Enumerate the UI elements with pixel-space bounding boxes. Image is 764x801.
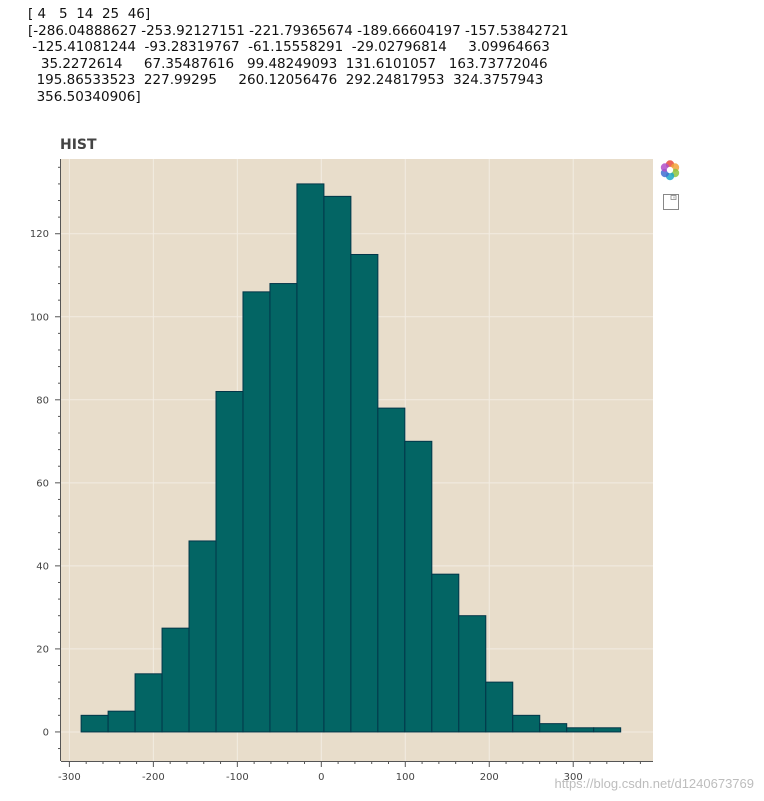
- console-line: [-286.04888627 -253.92127151 -221.793656…: [28, 22, 569, 39]
- y-tick-label: 100: [30, 312, 49, 323]
- y-axis: 0 20 40 60 80 100 120: [30, 159, 61, 761]
- console-line: 195.86533523 227.99295 260.12056476 292.…: [28, 72, 544, 89]
- histogram-bars: [80, 183, 622, 733]
- histogram-bar: [188, 540, 217, 733]
- histogram-bar: [431, 573, 460, 733]
- histogram-bar: [107, 710, 136, 733]
- histogram-bar: [80, 714, 109, 733]
- histogram-bar: [539, 723, 568, 733]
- y-tick-label: 40: [36, 561, 49, 572]
- histogram-bar: [377, 407, 406, 733]
- histogram-bar: [485, 681, 514, 733]
- watermark: https://blog.csdn.net/d1240673769: [554, 776, 755, 791]
- console-line: 35.2272614 67.35487616 99.48249093 131.6…: [28, 55, 548, 72]
- save-icon[interactable]: [662, 193, 680, 211]
- x-tick-label: 200: [480, 772, 499, 783]
- histogram-bar: [242, 291, 271, 733]
- histogram-bar: [512, 714, 541, 733]
- console-line: -125.41081244 -93.28319767 -61.15558291 …: [28, 39, 550, 56]
- bokeh-logo-icon[interactable]: [659, 159, 681, 181]
- y-tick-label: 60: [36, 478, 49, 489]
- x-axis: -300 -200 -100 0 100 200 300: [58, 761, 653, 783]
- x-tick-label: 100: [396, 772, 415, 783]
- y-tick-label: 20: [36, 644, 49, 655]
- histogram-bar: [566, 727, 595, 733]
- histogram-bar: [404, 440, 433, 733]
- histogram-bar: [458, 615, 487, 733]
- x-tick-label: 0: [318, 772, 324, 783]
- histogram-bar: [296, 183, 325, 733]
- y-tick-label: 120: [30, 229, 49, 240]
- histogram-bar: [323, 195, 352, 733]
- y-tick-label: 0: [43, 727, 49, 738]
- x-tick-label: -300: [58, 772, 81, 783]
- histogram-bar: [215, 390, 244, 733]
- histogram-bar: [161, 627, 190, 733]
- histogram-bar: [269, 283, 298, 733]
- histogram-bar: [350, 253, 379, 733]
- y-tick-label: 80: [36, 395, 49, 406]
- histogram-bar: [593, 727, 622, 733]
- x-tick-label: -200: [142, 772, 165, 783]
- console-line: 356.50340906]: [28, 88, 141, 105]
- console-line: [ 4 5 14 25 46]: [28, 6, 151, 22]
- x-tick-label: -100: [226, 772, 249, 783]
- x-tick-label: 300: [564, 772, 583, 783]
- chart-title: HIST: [60, 137, 97, 153]
- console-output: [ 4 5 14 25 46] [-286.04888627 -253.9212…: [28, 6, 569, 106]
- histogram-bar: [134, 673, 163, 733]
